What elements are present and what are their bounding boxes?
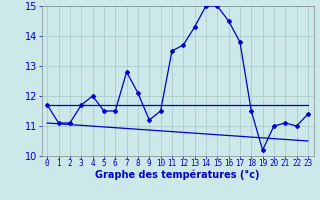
X-axis label: Graphe des températures (°c): Graphe des températures (°c): [95, 170, 260, 180]
